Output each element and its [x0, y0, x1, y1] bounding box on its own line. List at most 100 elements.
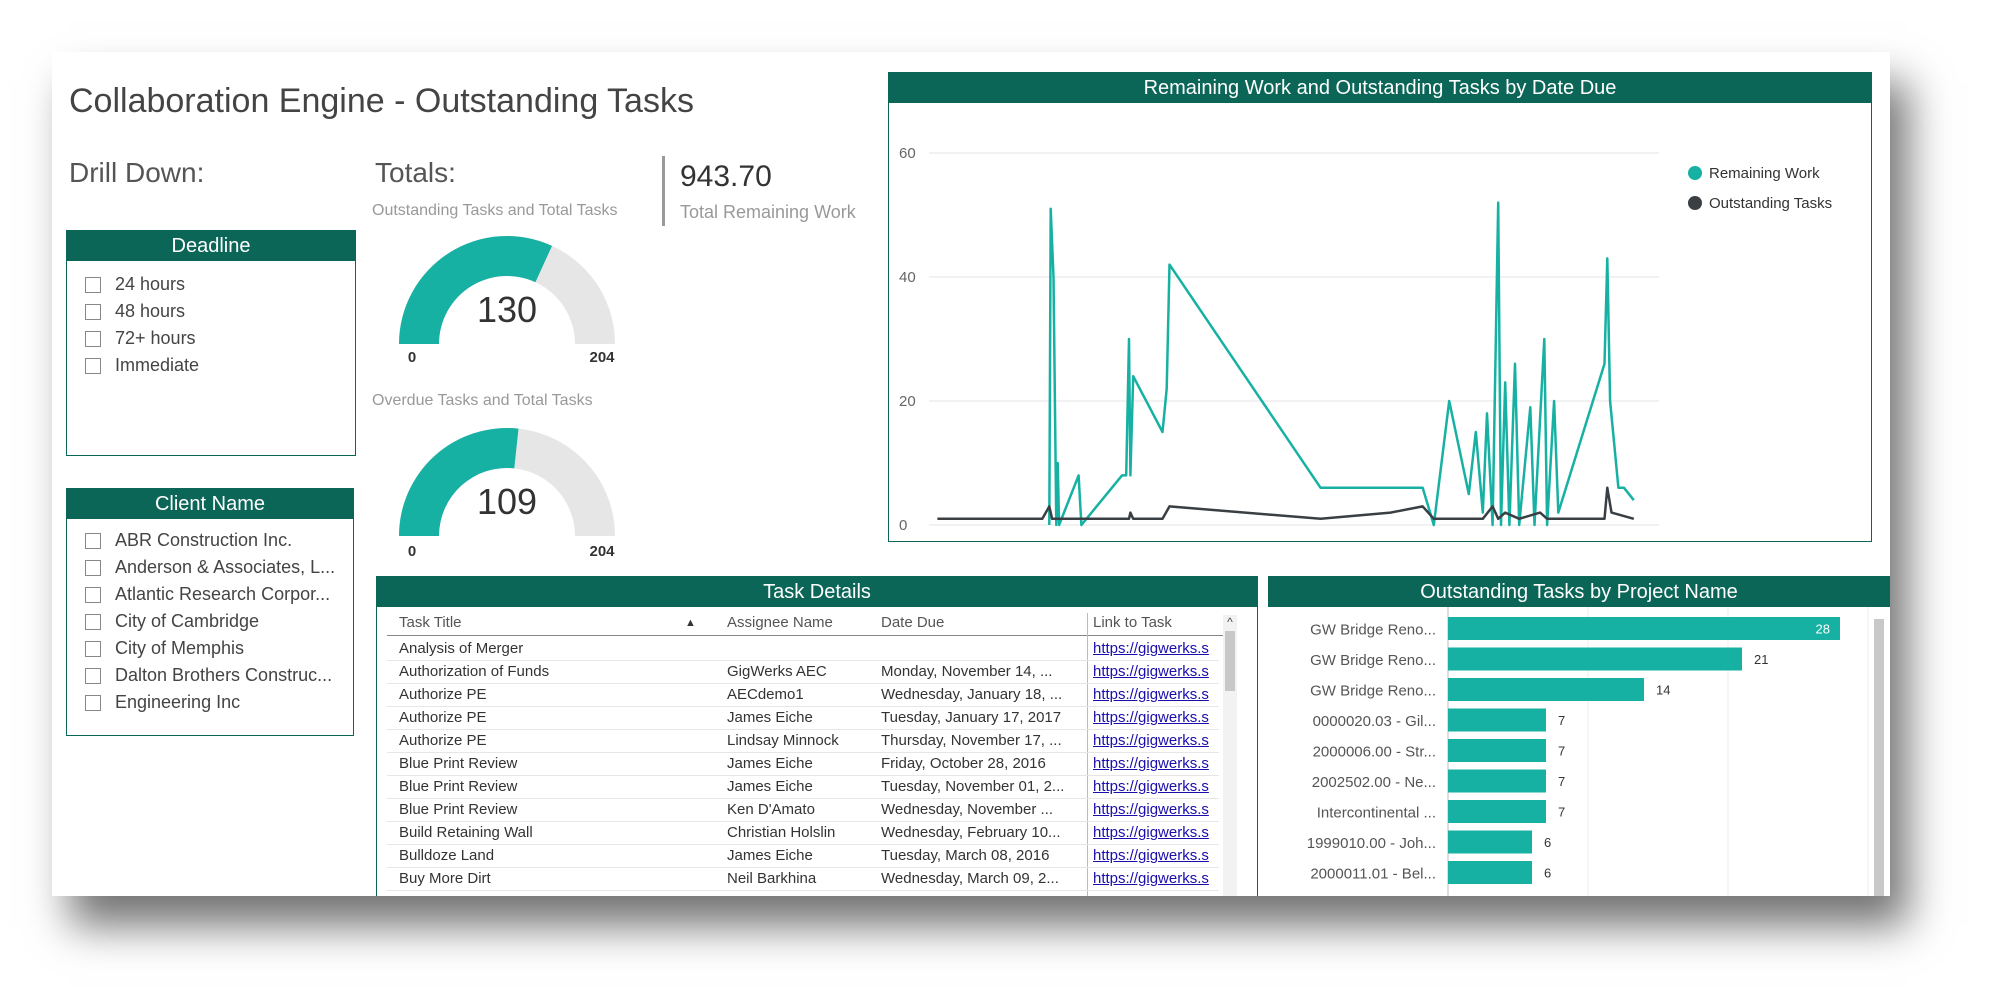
client-name-slicer: Client Name ABR Construction Inc. Anders… [66, 488, 354, 736]
bar[interactable] [1448, 830, 1532, 854]
bar[interactable] [1448, 769, 1546, 793]
bar-chart-scrollbar[interactable] [1874, 619, 1884, 896]
data-label: 7 [1558, 713, 1565, 728]
task-link[interactable]: https://gigwerks.s [1093, 732, 1209, 749]
remaining-work-label: Total Remaining Work [680, 202, 856, 222]
sort-ascending-icon[interactable]: ▲ [685, 617, 696, 629]
legend-marker [1688, 166, 1702, 180]
category-label: 2000011.01 - Bel... [1310, 866, 1436, 883]
column-header-link-to-task[interactable]: Link to Task [1093, 614, 1172, 631]
slicer-item-client[interactable]: City of Memphis [67, 635, 353, 662]
y-tick-label: 20 [899, 393, 916, 410]
checkbox[interactable] [85, 694, 101, 711]
checkbox[interactable] [85, 586, 101, 603]
legend-label: Remaining Work [1709, 165, 1820, 182]
table-row[interactable]: Buy More Dirt Neil Barkhina Wednesday, Mar… [387, 867, 1219, 891]
slicer-item-label: 48 hours [115, 301, 186, 321]
checkbox[interactable] [85, 276, 101, 293]
series-line-outstanding-tasks[interactable] [937, 486, 1635, 521]
table-row[interactable]: Authorize PE AECdemo1 Wednesday, January 1… [387, 683, 1219, 707]
x-tick-label: Apr 2016 [1163, 538, 1224, 539]
table-row[interactable]: Blue Print Review James Eiche Tuesday, Nov… [387, 775, 1219, 799]
task-link[interactable]: https://gigwerks.s [1093, 801, 1209, 818]
bar[interactable] [1448, 800, 1546, 823]
checkbox[interactable] [85, 613, 101, 630]
checkbox[interactable] [85, 303, 101, 320]
slicer-item-72-hours[interactable]: 72+ hours [67, 325, 355, 352]
task-title-cell: Bulldoze Land [399, 847, 495, 864]
slicer-item-client[interactable]: Atlantic Research Corpor... [67, 581, 353, 608]
date-due-cell: Wednesday, February 10... [881, 824, 1061, 841]
bar[interactable] [1448, 708, 1546, 732]
checkbox[interactable] [85, 532, 101, 549]
assignee-cell: James Eiche [727, 709, 813, 726]
line-chart-panel: Remaining Work and Outstanding Tasks by … [888, 72, 1872, 542]
task-link[interactable]: https://gigwerks.s [1093, 824, 1209, 841]
slicer-item-client[interactable]: Dalton Brothers Construc... [67, 662, 353, 689]
table-row[interactable]: Authorization of Funds GigWerks AEC Monday… [387, 660, 1219, 684]
checkbox[interactable] [85, 330, 101, 347]
gauge-value-arc [399, 428, 519, 536]
task-link[interactable]: https://gigwerks.s [1093, 778, 1209, 795]
task-link[interactable]: https://gigwerks.s [1093, 870, 1209, 887]
assignee-cell: Ken D'Amato [727, 801, 815, 818]
table-row[interactable]: Authorize PE Lindsay Minnock Thursday, Nov… [387, 729, 1219, 753]
slicer-item-48-hours[interactable]: 48 hours [67, 298, 355, 325]
date-due-cell: Friday, October 28, 2016 [881, 755, 1046, 772]
x-tick-label: Oct 2015 [907, 538, 968, 539]
bar[interactable] [1448, 678, 1644, 701]
category-label: 2002502.00 - Ne... [1312, 774, 1436, 791]
task-link[interactable]: https://gigwerks.s [1093, 755, 1209, 772]
task-link[interactable]: https://gigwerks.s [1093, 663, 1209, 680]
slicer-item-label: 24 hours [115, 274, 186, 294]
checkbox[interactable] [85, 357, 101, 374]
x-tick-label: Oct 2016 [1419, 538, 1480, 539]
bar[interactable] [1448, 617, 1840, 640]
task-link[interactable]: https://gigwerks.s [1093, 640, 1209, 657]
task-title-cell: Authorize PE [399, 686, 487, 703]
data-label: 21 [1754, 652, 1768, 667]
slicer-item-client[interactable]: Engineering Inc [67, 689, 353, 716]
scrollbar-thumb[interactable] [1225, 631, 1235, 691]
column-header-assignee-name[interactable]: Assignee Name [727, 614, 833, 631]
gauge-value: 130 [477, 289, 537, 330]
checkbox[interactable] [85, 667, 101, 684]
slicer-item-24-hours[interactable]: 24 hours [67, 271, 355, 298]
task-link[interactable]: https://gigwerks.s [1093, 847, 1209, 864]
category-label: 2000006.00 - Str... [1313, 744, 1436, 761]
column-header-date-due[interactable]: Date Due [881, 614, 945, 631]
scroll-up-icon[interactable]: ^ [1227, 615, 1233, 629]
kpi-divider [662, 156, 665, 226]
task-link[interactable]: https://gigwerks.s [1093, 686, 1209, 703]
table-row[interactable]: Authorize PE James Eiche Tuesday, January … [387, 706, 1219, 730]
table-row[interactable]: Bulldoze Land James Eiche Tuesday, March 0… [387, 844, 1219, 868]
task-details-title: Task Details [377, 577, 1257, 607]
page-title: Collaboration Engine - Outstanding Tasks [69, 82, 694, 120]
table-row[interactable]: Blue Print Review Ken D'Amato Wednesday, N… [387, 798, 1219, 822]
checkbox[interactable] [85, 640, 101, 657]
slicer-item-client[interactable]: Anderson & Associates, L... [67, 554, 353, 581]
slicer-item-client[interactable]: ABR Construction Inc. [67, 527, 353, 554]
checkbox[interactable] [85, 559, 101, 576]
slicer-item-label: ABR Construction Inc. [115, 530, 293, 550]
gauge-min: 0 [408, 543, 416, 560]
date-due-cell: Monday, November 14, ... [881, 663, 1053, 680]
task-title-cell: Authorize PE [399, 709, 487, 726]
slicer-item-client[interactable]: City of Cambridge [67, 608, 353, 635]
task-link[interactable]: https://gigwerks.s [1093, 709, 1209, 726]
bar[interactable] [1448, 861, 1532, 884]
table-row[interactable]: Build Retaining Wall Christian Holslin Wed… [387, 821, 1219, 845]
x-tick-label: Jan 2016 [1035, 538, 1097, 539]
bar[interactable] [1448, 739, 1546, 762]
bar[interactable] [1448, 647, 1742, 671]
table-scrollbar[interactable]: ^ [1223, 615, 1237, 896]
table-row[interactable]: Analysis of Merger https://gigwerks.s [387, 637, 1219, 661]
series-line-remaining-work[interactable] [1048, 201, 1635, 527]
table-row[interactable]: Blue Print Review James Eiche Friday, Octo… [387, 752, 1219, 776]
column-header-task-title[interactable]: Task Title [399, 614, 462, 631]
slicer-item-immediate[interactable]: Immediate [67, 352, 355, 379]
slicer-item-label: Anderson & Associates, L... [115, 557, 336, 577]
task-title-cell: Buy More Dirt [399, 870, 491, 887]
line-chart-title: Remaining Work and Outstanding Tasks by … [889, 73, 1871, 103]
client-slicer-list[interactable]: ABR Construction Inc. Anderson & Associa… [67, 519, 353, 716]
